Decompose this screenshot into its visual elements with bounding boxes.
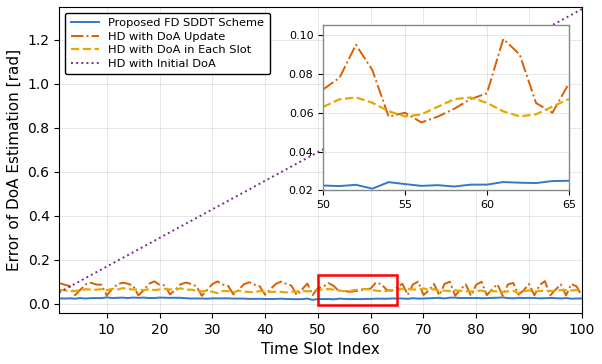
Proposed FD SDDT Scheme [547,296,554,300]
Proposed FD SDDT Scheme [182,296,190,300]
HD with DoA in Each Slot [515,291,522,296]
HD with DoA Update [55,281,63,285]
Proposed FD SDDT Scheme [579,296,586,301]
Proposed FD SDDT Scheme [335,296,343,301]
HD with Initial DoA [579,7,586,11]
HD with Initial DoA [536,30,543,34]
HD with DoA in Each Slot [161,287,169,291]
HD with DoA Update [557,282,564,286]
HD with DoA Update [367,286,374,291]
HD with DoA in Each Slot [373,288,380,293]
HD with DoA Update [325,281,332,285]
Line: HD with DoA Update: HD with DoA Update [59,281,582,296]
HD with Initial DoA [367,121,374,126]
HD with Initial DoA [156,236,163,240]
Legend: Proposed FD SDDT Scheme, HD with DoA Update, HD with DoA in Each Slot, HD with I: Proposed FD SDDT Scheme, HD with DoA Upd… [65,13,270,74]
Proposed FD SDDT Scheme [161,296,169,300]
Proposed FD SDDT Scheme [55,296,63,301]
Proposed FD SDDT Scheme [309,298,316,302]
HD with DoA in Each Slot [182,288,190,292]
HD with Initial DoA [55,290,63,294]
Proposed FD SDDT Scheme [377,297,385,301]
HD with DoA in Each Slot [119,286,126,290]
Proposed FD SDDT Scheme [562,296,569,300]
Line: HD with DoA in Each Slot: HD with DoA in Each Slot [59,288,582,293]
HD with Initial DoA [177,224,184,229]
Proposed FD SDDT Scheme [103,295,110,300]
HD with DoA in Each Slot [547,289,554,293]
HD with DoA in Each Slot [579,289,586,293]
HD with DoA Update [579,294,586,298]
X-axis label: Time Slot Index: Time Slot Index [261,342,380,357]
HD with DoA in Each Slot [330,288,337,292]
Bar [318,276,397,305]
HD with DoA in Each Slot [55,288,63,292]
HD with Initial DoA [552,21,559,25]
HD with DoA Update [541,279,548,283]
Line: HD with Initial DoA: HD with Initial DoA [59,9,582,292]
HD with DoA in Each Slot [562,288,569,292]
HD with Initial DoA [325,144,332,149]
Y-axis label: Error of DoA Estimation [rad]: Error of DoA Estimation [rad] [7,49,22,271]
HD with DoA Update [177,282,184,286]
HD with DoA Update [156,282,163,287]
Line: Proposed FD SDDT Scheme: Proposed FD SDDT Scheme [59,297,582,300]
HD with DoA Update [536,283,543,287]
